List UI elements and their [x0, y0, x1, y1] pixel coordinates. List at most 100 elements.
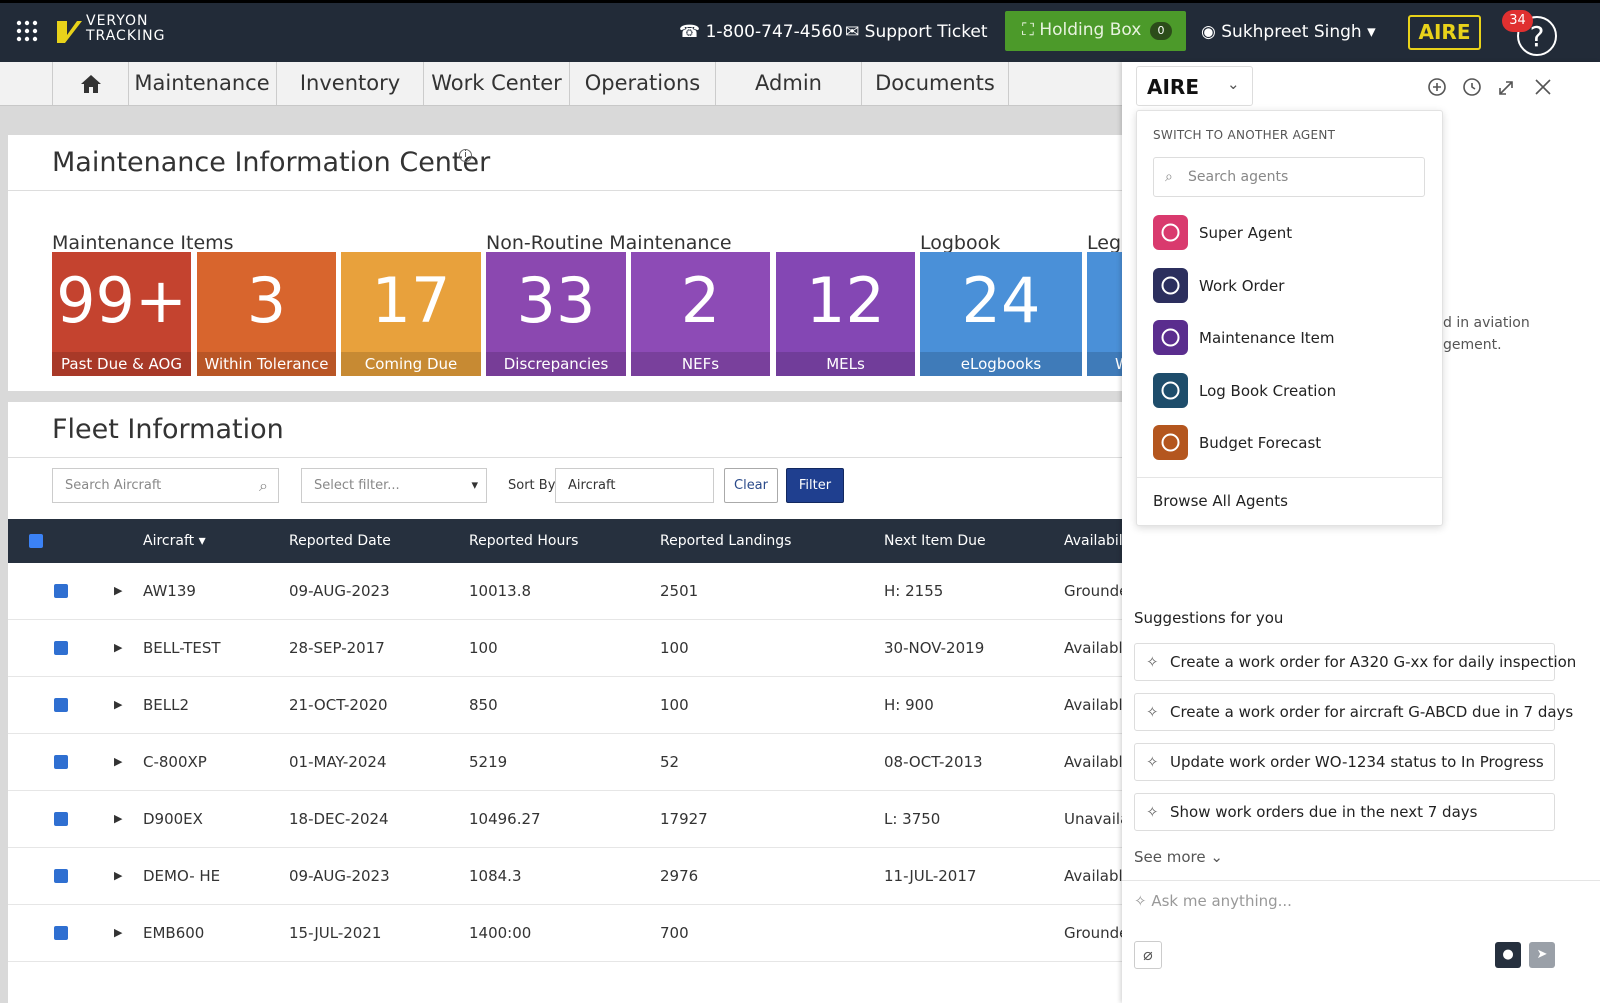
- expand-arrow[interactable]: ▶: [114, 641, 123, 654]
- mic-button[interactable]: ●: [1495, 942, 1521, 968]
- table-row: ▶ BELL2 21-OCT-2020 850 100 H: 900 Available: [8, 677, 1122, 734]
- expand-arrow[interactable]: ▶: [114, 584, 123, 597]
- holding-box-label: ⛶ Holding Box: [1022, 20, 1142, 40]
- nav-tab[interactable]: Operations: [570, 62, 716, 105]
- tile-value: 12: [806, 264, 885, 337]
- notification-badge: 34: [1502, 10, 1533, 32]
- close-icon[interactable]: [1535, 79, 1551, 95]
- suggestion[interactable]: ✧ Update work order WO-1234 status to In …: [1134, 743, 1555, 781]
- suggestion[interactable]: ✧ Create a work order for A320 G-xx for d…: [1134, 643, 1576, 681]
- cell: H: 2155: [884, 582, 944, 600]
- filter-select[interactable]: Select filter... ▾: [301, 468, 487, 503]
- row-checkbox[interactable]: [54, 584, 68, 598]
- row-checkbox[interactable]: [54, 926, 68, 940]
- expand-arrow[interactable]: ▶: [114, 698, 123, 711]
- filter-button[interactable]: Filter: [786, 468, 844, 503]
- fleet-card: Fleet Information Search Aircraft ⌕ Selec…: [8, 402, 1122, 1003]
- row-checkbox[interactable]: [54, 755, 68, 769]
- stat-tile[interactable]: W: [1087, 252, 1122, 376]
- send-button[interactable]: ➤: [1529, 942, 1555, 968]
- divider: [1122, 880, 1600, 881]
- table-row: ▶ C-800XP 01-MAY-2024 5219 52 08-OCT-2013 Avai…: [8, 734, 1122, 791]
- row-checkbox[interactable]: [54, 812, 68, 826]
- caret: ⌄: [1227, 75, 1240, 93]
- agent-selector[interactable]: AIRE ⌄: [1136, 66, 1253, 106]
- column-header[interactable]: Reported Hours: [469, 533, 579, 549]
- row-checkbox[interactable]: [54, 869, 68, 883]
- clear-button[interactable]: Clear: [724, 468, 778, 503]
- cell: 18-DEC-2024: [289, 810, 389, 828]
- stat-tile[interactable]: 33 Discrepancies: [486, 252, 626, 376]
- home-tab[interactable]: [52, 62, 129, 105]
- expand-arrow[interactable]: ▶: [114, 869, 123, 882]
- tile-value: 17: [371, 264, 451, 337]
- expand-arrow[interactable]: ▶: [114, 812, 123, 825]
- column-header[interactable]: Availability: [1064, 533, 1122, 549]
- cell: 700: [660, 924, 689, 942]
- stat-tile[interactable]: 24 eLogbooks: [920, 252, 1082, 376]
- stat-tile[interactable]: 3 Within Tolerance: [197, 252, 336, 376]
- nav-tab[interactable]: Work Center: [424, 62, 570, 105]
- cell: Available: [1064, 753, 1122, 771]
- column-header[interactable]: Next Item Due: [884, 533, 986, 549]
- stat-tile[interactable]: 17 Coming Due: [341, 252, 481, 376]
- see-more[interactable]: See more ⌄: [1134, 848, 1223, 866]
- nav-tab[interactable]: Maintenance: [128, 62, 277, 105]
- search-icon: ⌕: [259, 476, 268, 495]
- chat-input[interactable]: ✧ Ask me anything...: [1134, 892, 1292, 910]
- agent-search[interactable]: ⌕ Search agents: [1153, 157, 1425, 197]
- nav-tab[interactable]: Documents: [862, 62, 1009, 105]
- stat-tile[interactable]: 2 NEFs: [631, 252, 770, 376]
- holding-box-button[interactable]: ⛶ Holding Box 0: [1005, 11, 1186, 51]
- row-checkbox[interactable]: [54, 641, 68, 655]
- column-header[interactable]: Reported Landings: [660, 533, 792, 549]
- cell: 28-SEP-2017: [289, 639, 385, 657]
- support[interactable]: ✉ Support Ticket: [845, 22, 988, 42]
- aire-button[interactable]: AIRE: [1408, 15, 1481, 50]
- new-chat-icon[interactable]: [1428, 78, 1446, 96]
- history-icon[interactable]: [1463, 78, 1481, 96]
- search-aircraft[interactable]: Search Aircraft ⌕: [52, 468, 279, 503]
- logo-bottom: TRACKING: [86, 28, 166, 44]
- tile-value: 24: [961, 264, 1041, 337]
- logo-mark: [57, 21, 82, 43]
- cell: EMB600: [143, 924, 205, 942]
- sort-select[interactable]: Aircraft: [555, 468, 714, 503]
- stat-tile[interactable]: 12 MELs: [776, 252, 915, 376]
- row-checkbox[interactable]: [54, 698, 68, 712]
- select-all-checkbox[interactable]: [29, 534, 43, 548]
- expand-icon[interactable]: [1499, 81, 1513, 95]
- top-bar: VERYON TRACKING ☎ 1-800-747-4560 ✉ Suppor…: [0, 0, 1600, 62]
- cell: AW139: [143, 582, 196, 600]
- sparkle-icon: ✧: [1146, 803, 1159, 821]
- cell: Grounded: [1064, 924, 1122, 942]
- phone[interactable]: ☎ 1-800-747-4560: [679, 22, 843, 42]
- nav-tab[interactable]: Inventory: [277, 62, 424, 105]
- column-header[interactable]: Aircraft ▾: [143, 533, 206, 549]
- stat-tile[interactable]: 99+ Past Due & AOG: [52, 252, 191, 376]
- group-label: Logbook: [920, 232, 1001, 254]
- cell: Available: [1064, 867, 1122, 885]
- expand-arrow[interactable]: ▶: [114, 755, 123, 768]
- help-icon[interactable]: ?: [1514, 13, 1560, 59]
- nav-tab[interactable]: Admin: [716, 62, 862, 105]
- expand-arrow[interactable]: ▶: [114, 926, 123, 939]
- column-header[interactable]: Reported Date: [289, 533, 391, 549]
- apps-icon[interactable]: [16, 20, 38, 42]
- suggestion-text: Create a work order for A320 G-xx for da…: [1170, 653, 1577, 671]
- agent-icon: [1153, 215, 1188, 250]
- attach-button[interactable]: ⌀: [1134, 941, 1162, 969]
- tile-label: MELs: [776, 352, 915, 376]
- logo-top: VERYON: [86, 13, 149, 29]
- user-menu[interactable]: ◉ Sukhpreet Singh ▾: [1201, 22, 1376, 42]
- suggestion-text: Create a work order for aircraft G-ABCD …: [1170, 703, 1574, 721]
- filter-placeholder: Select filter...: [314, 478, 400, 493]
- tile-value: 3: [246, 264, 287, 337]
- cell: Unavailable: [1064, 810, 1122, 828]
- browse-all[interactable]: Browse All Agents: [1153, 492, 1288, 510]
- cell: H: 900: [884, 696, 934, 714]
- cell: 5219: [469, 753, 508, 771]
- info-icon[interactable]: i: [459, 149, 472, 162]
- suggestion[interactable]: ✧ Show work orders due in the next 7 days: [1134, 793, 1555, 831]
- suggestion[interactable]: ✧ Create a work order for aircraft G-ABCD…: [1134, 693, 1573, 731]
